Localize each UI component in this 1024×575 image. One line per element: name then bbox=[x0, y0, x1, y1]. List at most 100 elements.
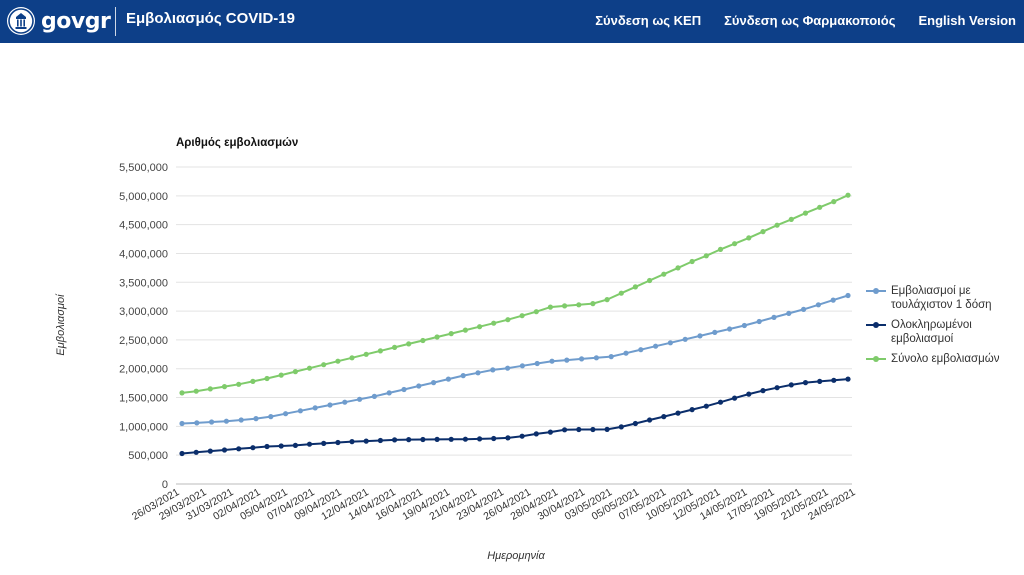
data-point bbox=[207, 386, 213, 392]
data-point bbox=[377, 437, 383, 444]
legend-item-completed[interactable]: Ολοκληρωμένοι εμβολιασμοί bbox=[866, 318, 1016, 346]
data-point bbox=[434, 334, 440, 340]
data-point bbox=[549, 358, 555, 364]
data-point bbox=[434, 436, 440, 442]
data-point bbox=[717, 399, 724, 405]
data-point bbox=[760, 388, 766, 394]
y-axis-ticks: 0 500,000 1,000,000 1,500,000 2,000,000 2,500… bbox=[119, 162, 168, 491]
data-point bbox=[335, 358, 341, 364]
data-point bbox=[475, 370, 481, 376]
data-point bbox=[675, 265, 681, 271]
data-point bbox=[278, 443, 284, 449]
data-point bbox=[689, 258, 695, 265]
data-point bbox=[802, 380, 809, 386]
data-point bbox=[445, 376, 451, 382]
legend-marker bbox=[866, 318, 886, 332]
data-point bbox=[420, 436, 426, 443]
data-point bbox=[416, 383, 422, 389]
data-point bbox=[788, 216, 794, 222]
login-pharmacist-link[interactable]: Σύνδεση ως Φαρμακοποιός bbox=[724, 13, 896, 28]
legend-label: Σύνολο εμβολιασμών bbox=[891, 353, 1000, 365]
top-navigation-bar: govgr Εμβολιασμός COVID-19 Σύνδεση ως ΚΕ… bbox=[0, 0, 1024, 43]
data-point bbox=[505, 435, 511, 441]
data-point bbox=[406, 437, 412, 443]
legend-item-total[interactable]: Σύνολο εμβολιασμών bbox=[866, 352, 1016, 366]
data-point bbox=[604, 297, 610, 303]
page-title: Εμβολιασμός COVID-19 bbox=[126, 10, 295, 27]
data-point bbox=[250, 378, 256, 384]
data-point bbox=[283, 411, 289, 417]
data-point bbox=[193, 388, 199, 394]
data-point bbox=[363, 351, 369, 357]
data-point bbox=[675, 410, 681, 416]
login-kep-link[interactable]: Σύνδεση ως ΚΕΠ bbox=[595, 13, 702, 28]
data-point bbox=[349, 355, 355, 361]
data-point bbox=[623, 350, 629, 356]
data-point bbox=[746, 235, 752, 241]
data-point bbox=[817, 378, 823, 384]
data-point bbox=[845, 192, 851, 198]
data-point bbox=[363, 438, 369, 444]
y-tick-label: 5,000,000 bbox=[119, 191, 168, 203]
data-point bbox=[194, 420, 200, 426]
data-point bbox=[661, 414, 667, 420]
data-point bbox=[590, 426, 596, 433]
data-point bbox=[491, 320, 497, 326]
data-point bbox=[534, 360, 540, 367]
data-point bbox=[371, 393, 377, 399]
data-point bbox=[292, 442, 298, 448]
chart-title: Αριθμός εμβολιασμών bbox=[176, 137, 298, 149]
data-point bbox=[349, 439, 355, 445]
x-axis-label: Ημερομηνία bbox=[487, 550, 545, 562]
data-point bbox=[533, 431, 539, 437]
data-point bbox=[193, 449, 199, 455]
data-point bbox=[564, 357, 570, 363]
data-point bbox=[727, 326, 733, 332]
legend-item-first-dose[interactable]: Εμβολιασμοί με τουλάχιστον 1 δόση bbox=[866, 284, 1016, 312]
data-point bbox=[774, 385, 780, 391]
english-version-link[interactable]: English Version bbox=[918, 13, 1016, 28]
data-point bbox=[519, 313, 525, 319]
data-point bbox=[223, 418, 229, 424]
data-point bbox=[831, 377, 837, 383]
data-point bbox=[406, 341, 412, 347]
data-point bbox=[236, 381, 242, 387]
data-point bbox=[562, 303, 568, 309]
data-point bbox=[590, 301, 596, 307]
data-point bbox=[732, 241, 738, 247]
data-point bbox=[264, 443, 270, 450]
y-tick-label: 5,500,000 bbox=[119, 162, 168, 174]
data-point bbox=[477, 324, 483, 330]
y-tick-label: 3,500,000 bbox=[119, 277, 168, 289]
y-tick-label: 1,500,000 bbox=[119, 393, 168, 405]
data-point bbox=[608, 354, 614, 360]
data-point bbox=[638, 347, 644, 353]
series-line bbox=[181, 378, 849, 455]
data-point bbox=[717, 246, 724, 252]
data-point bbox=[278, 372, 284, 378]
data-point bbox=[221, 447, 228, 453]
chart-legend: Εμβολιασμοί με τουλάχιστον 1 δόση Ολοκλη… bbox=[866, 284, 1016, 372]
data-point bbox=[712, 329, 718, 335]
series-3 bbox=[179, 192, 851, 396]
data-point bbox=[448, 436, 454, 442]
data-point bbox=[632, 420, 639, 427]
data-point bbox=[802, 210, 809, 216]
legend-marker bbox=[866, 352, 886, 366]
data-point bbox=[477, 436, 483, 442]
data-point bbox=[697, 333, 703, 339]
data-point bbox=[297, 408, 303, 414]
data-point bbox=[505, 317, 511, 323]
govgr-logo[interactable]: govgr bbox=[7, 6, 111, 36]
data-point bbox=[760, 229, 766, 235]
series-line bbox=[181, 294, 849, 425]
data-point bbox=[689, 407, 695, 413]
legend-label: Ολοκληρωμένοι εμβολιασμοί bbox=[891, 319, 972, 345]
data-point bbox=[238, 417, 244, 423]
data-point bbox=[653, 343, 659, 349]
y-tick-label: 500,000 bbox=[128, 450, 168, 462]
data-point bbox=[519, 363, 526, 369]
data-point bbox=[292, 369, 298, 375]
y-tick-label: 4,500,000 bbox=[119, 220, 168, 232]
data-point bbox=[491, 435, 497, 442]
